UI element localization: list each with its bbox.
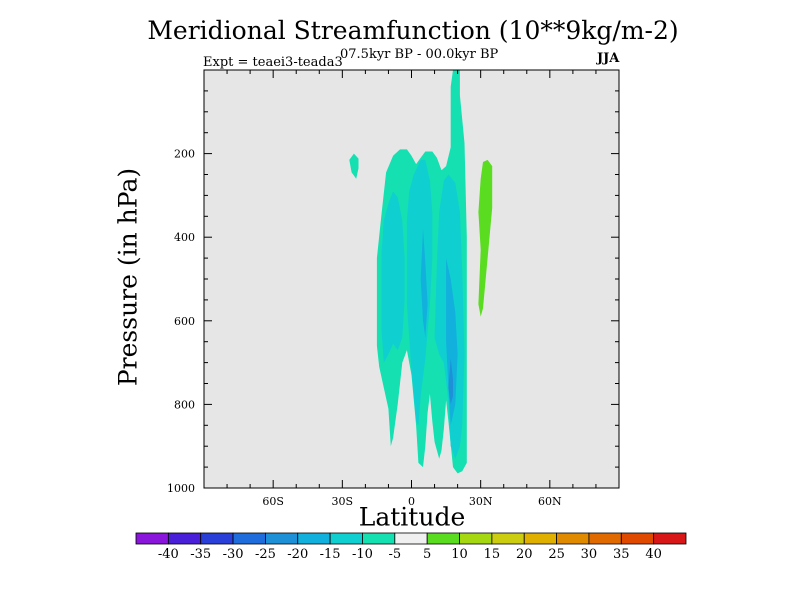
y-tick-label: 400	[174, 231, 195, 244]
colorbar-swatch	[167, 532, 202, 545]
colorbar-swatch	[297, 532, 331, 545]
x-tick-label: 60N	[538, 495, 562, 508]
x-tick-label: 0	[408, 495, 415, 508]
colorbar-swatch	[523, 532, 557, 545]
colorbar-swatch	[556, 532, 590, 545]
y-tick-label: 600	[174, 315, 195, 328]
colorbar-swatch	[362, 532, 396, 545]
x-axis-label: Latitude	[358, 502, 466, 532]
y-tick-label: 800	[174, 398, 195, 411]
contour-regions	[349, 70, 493, 474]
colorbar: -40 -35 -30 -25 -20 -15 -10 -5 5 10 15 20 25 30 35 40	[135, 532, 687, 562]
colorbar-label: 30	[581, 547, 598, 562]
y-tick-label: 1000	[167, 482, 195, 495]
colorbar-label: 20	[516, 547, 533, 562]
experiment-label: Expt = teaei3-teada3	[203, 55, 343, 70]
colorbar-swatch	[232, 532, 266, 545]
contour-positive-blob	[478, 159, 493, 317]
colorbar-label: 40	[645, 547, 662, 562]
colorbar-label: -25	[255, 547, 276, 562]
chart-subtitle: 07.5kyr BP - 00.0kyr BP	[340, 47, 499, 62]
x-tick-label: 60S	[262, 495, 284, 508]
colorbar-swatch	[588, 532, 622, 545]
colorbar-label: -10	[352, 547, 373, 562]
colorbar-swatch	[426, 532, 460, 545]
contour-negative-core-center	[406, 159, 433, 426]
colorbar-swatch	[135, 532, 169, 545]
contour-negative-core-left	[381, 191, 405, 363]
axis-ticks: 60S 30S 0 30N 60N 200 400 600 800 1000	[167, 70, 619, 508]
y-tick-label: 200	[174, 148, 195, 161]
colorbar-label: -15	[320, 547, 341, 562]
colorbar-swatch	[200, 532, 234, 545]
x-tick-label: 30S	[332, 495, 354, 508]
chart-title: Meridional Streamfunction (10**9kg/m-2)	[147, 16, 679, 45]
colorbar-swatch	[265, 532, 299, 545]
colorbar-label: 25	[548, 547, 565, 562]
colorbar-label: -5	[388, 547, 401, 562]
colorbar-label: 35	[613, 547, 630, 562]
contour-small-negative-blob	[349, 153, 359, 179]
colorbar-label: -30	[223, 547, 244, 562]
x-tick-label: 30N	[469, 495, 493, 508]
colorbar-swatch	[329, 532, 363, 545]
colorbar-label: -35	[190, 547, 211, 562]
y-axis-label: Pressure (in hPa)	[113, 167, 143, 387]
contour-negative-strong-center	[420, 228, 428, 338]
colorbar-swatch	[653, 532, 687, 545]
contour-negative-strongest-right	[448, 358, 453, 405]
colorbar-swatch	[394, 532, 428, 545]
season-label: JJA	[597, 51, 620, 66]
colorbar-label: -20	[287, 547, 308, 562]
colorbar-label: 10	[451, 547, 468, 562]
colorbar-label: 5	[423, 547, 431, 562]
colorbar-swatch	[459, 532, 493, 545]
colorbar-swatch	[620, 532, 655, 545]
colorbar-label: -40	[158, 547, 179, 562]
colorbar-swatch	[491, 532, 525, 545]
colorbar-label: 15	[484, 547, 501, 562]
